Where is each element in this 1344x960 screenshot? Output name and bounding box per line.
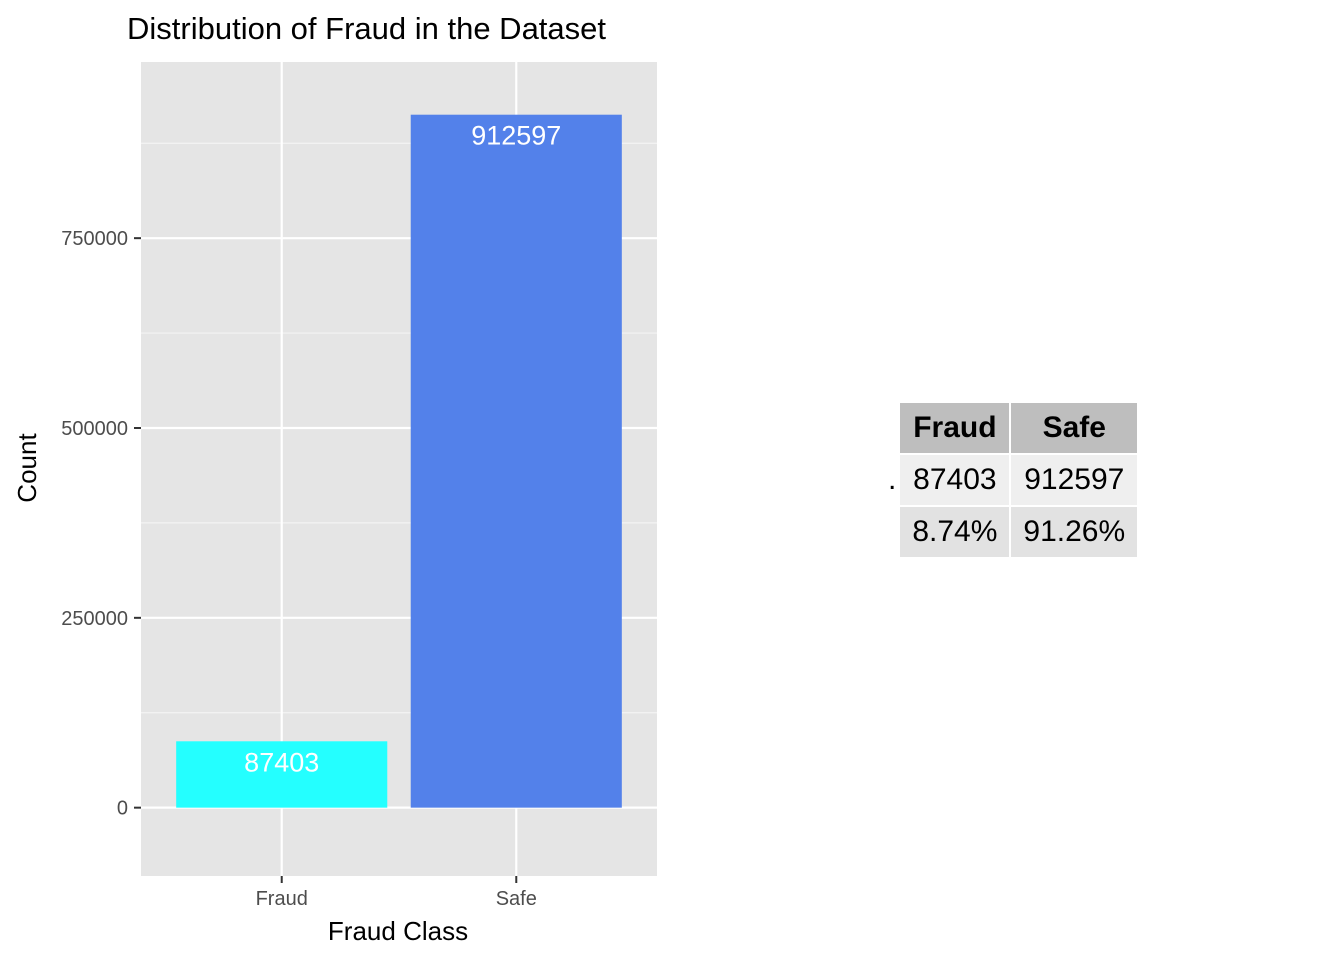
data-label: 87403	[244, 747, 319, 777]
x-tick-label: Fraud	[256, 888, 308, 910]
table-row-name: .	[888, 463, 897, 496]
bars	[176, 114, 622, 808]
x-axis-label: Fraud Class	[328, 916, 468, 946]
table-cell: 87403	[900, 455, 1010, 505]
table-header-row: Fraud Safe	[888, 403, 1138, 453]
y-tick-label: 750000	[61, 228, 128, 250]
data-labels: 87403 912597	[244, 121, 561, 778]
table-cell: 91.26%	[1011, 507, 1138, 557]
table-row: 8.74% 91.26%	[888, 507, 1138, 557]
chart-title: Distribution of Fraud in the Dataset	[127, 11, 606, 46]
axes: 0 250000 500000 750000 Fraud Safe	[61, 228, 537, 910]
y-axis-label: Count	[12, 433, 42, 503]
summary-table: Fraud Safe . 87403 912597 8.74% 91.26%	[886, 401, 1139, 559]
table-header-safe: Safe	[1011, 403, 1138, 453]
y-tick-label: 250000	[61, 608, 128, 630]
bar-fraud	[176, 741, 388, 808]
y-tick-label: 500000	[61, 418, 128, 440]
x-tick-label: Safe	[496, 888, 537, 910]
y-tick-label: 0	[117, 798, 128, 820]
table-corner	[888, 403, 898, 453]
table-cell: 8.74%	[900, 507, 1010, 557]
data-label: 912597	[471, 121, 561, 151]
table-row-name	[888, 507, 898, 557]
table-row: . 87403 912597	[888, 455, 1138, 505]
table-cell: 912597	[1011, 455, 1138, 505]
bar-safe	[410, 114, 622, 808]
table-header-fraud: Fraud	[900, 403, 1010, 453]
